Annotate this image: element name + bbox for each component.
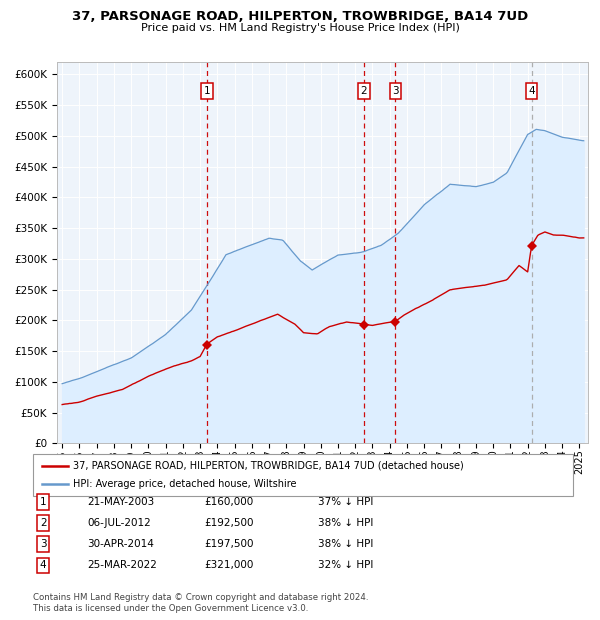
Text: 4: 4 bbox=[528, 86, 535, 96]
Text: 37, PARSONAGE ROAD, HILPERTON, TROWBRIDGE, BA14 7UD (detached house): 37, PARSONAGE ROAD, HILPERTON, TROWBRIDG… bbox=[73, 461, 463, 471]
Text: 3: 3 bbox=[392, 86, 399, 96]
Text: £197,500: £197,500 bbox=[204, 539, 254, 549]
Text: 2: 2 bbox=[361, 86, 367, 96]
Text: 37, PARSONAGE ROAD, HILPERTON, TROWBRIDGE, BA14 7UD: 37, PARSONAGE ROAD, HILPERTON, TROWBRIDG… bbox=[72, 10, 528, 23]
Text: £192,500: £192,500 bbox=[204, 518, 254, 528]
Text: 4: 4 bbox=[40, 560, 47, 570]
Text: Price paid vs. HM Land Registry's House Price Index (HPI): Price paid vs. HM Land Registry's House … bbox=[140, 23, 460, 33]
Text: HPI: Average price, detached house, Wiltshire: HPI: Average price, detached house, Wilt… bbox=[73, 479, 296, 489]
Text: Contains HM Land Registry data © Crown copyright and database right 2024.
This d: Contains HM Land Registry data © Crown c… bbox=[33, 593, 368, 613]
Text: 21-MAY-2003: 21-MAY-2003 bbox=[87, 497, 154, 507]
Text: 25-MAR-2022: 25-MAR-2022 bbox=[87, 560, 157, 570]
Text: £321,000: £321,000 bbox=[204, 560, 253, 570]
Text: 1: 1 bbox=[40, 497, 47, 507]
Text: £160,000: £160,000 bbox=[204, 497, 253, 507]
Text: 30-APR-2014: 30-APR-2014 bbox=[87, 539, 154, 549]
Text: 06-JUL-2012: 06-JUL-2012 bbox=[87, 518, 151, 528]
Text: 38% ↓ HPI: 38% ↓ HPI bbox=[318, 539, 373, 549]
Text: 3: 3 bbox=[40, 539, 47, 549]
Text: 1: 1 bbox=[203, 86, 210, 96]
Text: 32% ↓ HPI: 32% ↓ HPI bbox=[318, 560, 373, 570]
Text: 38% ↓ HPI: 38% ↓ HPI bbox=[318, 518, 373, 528]
Text: 2: 2 bbox=[40, 518, 47, 528]
Text: 37% ↓ HPI: 37% ↓ HPI bbox=[318, 497, 373, 507]
